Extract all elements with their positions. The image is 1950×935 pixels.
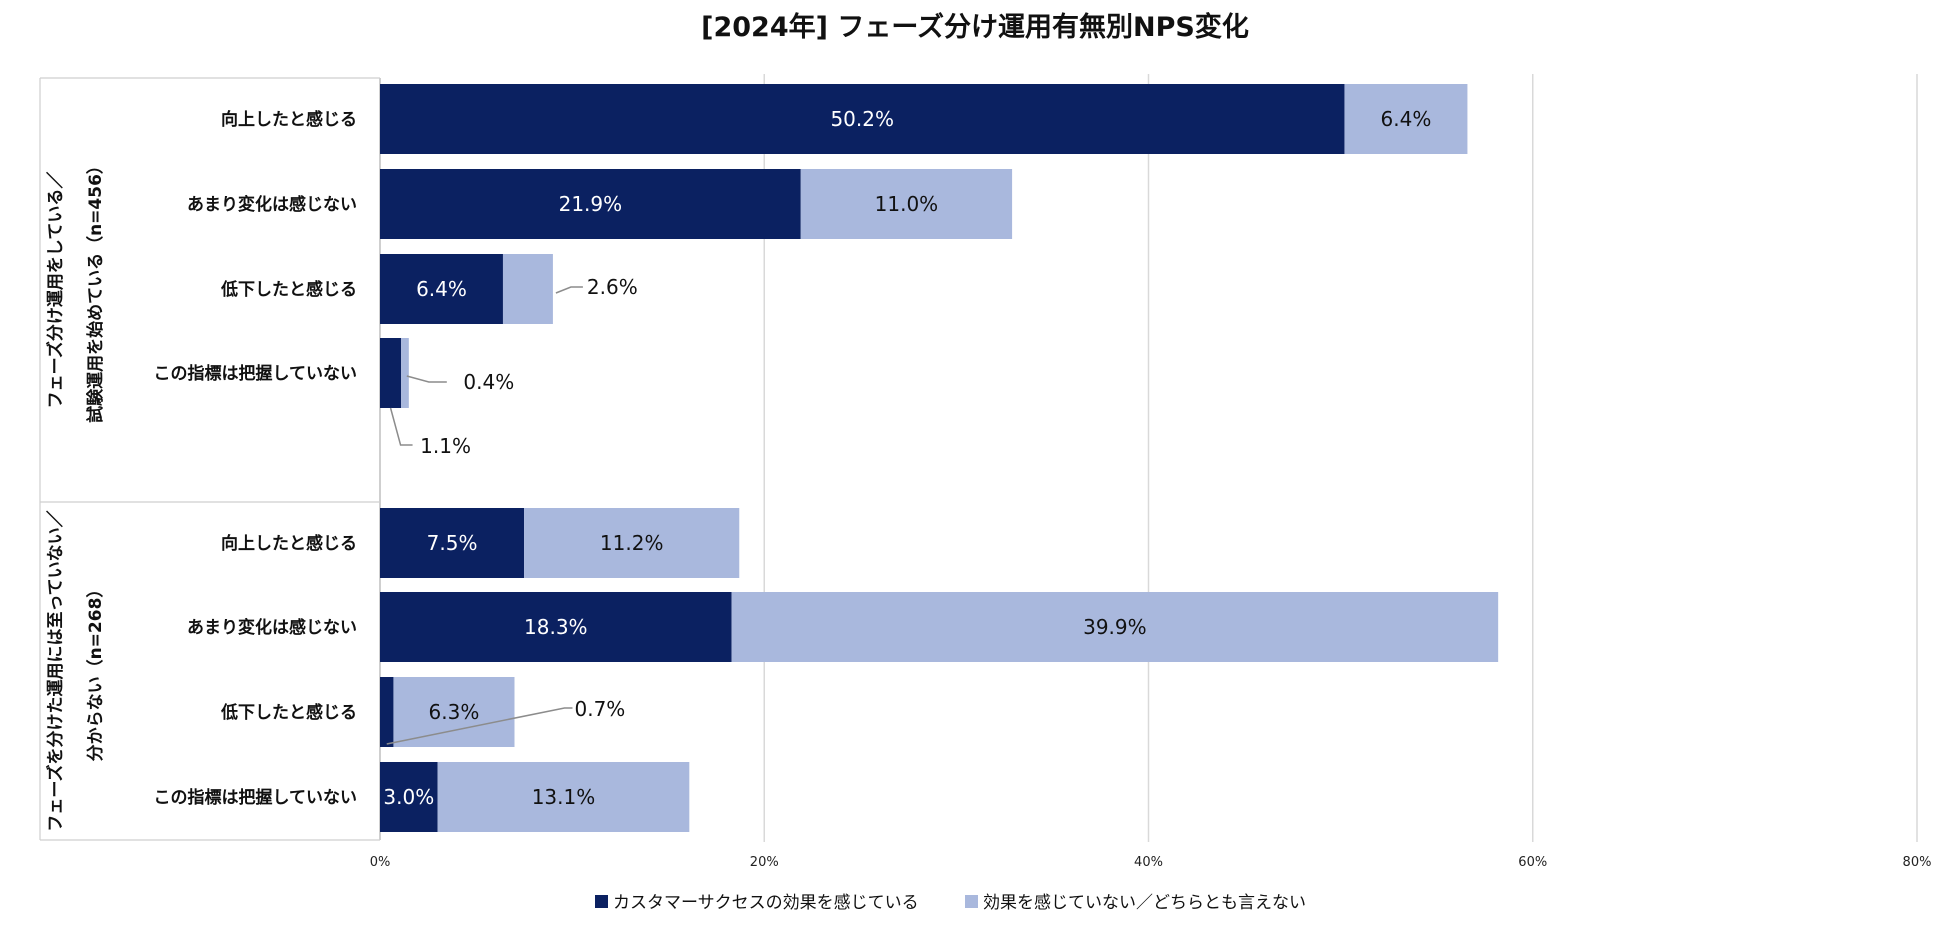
value-label-not-effective: 11.2% [600,531,664,555]
x-tick-label: 80% [1903,855,1932,870]
legend-label-0: カスタマーサクセスの効果を感じている [613,893,919,913]
bar-effective [380,762,438,832]
legend-label-1: 効果を感じていない／どちらとも言えない [983,893,1306,913]
bar-not-effective [502,254,553,324]
category-label: 向上したと感じる [221,109,357,130]
group-label-line2: 分からない（n=268） [85,581,106,762]
leader-line [386,707,573,745]
bar-not-effective [800,169,1013,239]
chart-title: [2024年] フェーズ分け運用有無別NPS変化 [701,11,1249,43]
value-label-not-effective: 0.4% [463,370,514,394]
x-tick-label: 60% [1518,855,1547,870]
value-label-effective: 18.3% [524,615,588,639]
leader-line [555,286,583,294]
value-label-not-effective: 11.0% [875,192,939,216]
category-label: あまり変化は感じない [187,194,357,215]
value-labels: 50.2% 6.4% 21.9% 11.0% 6.4% 2.6% 1.1% 0.4% 7.5% 1… [383,107,1431,809]
bar-effective [380,84,1345,154]
value-label-not-effective: 2.6% [587,275,638,299]
gridlines [763,74,1918,842]
value-label-effective: 1.1% [420,434,471,458]
leader-line [389,407,413,446]
category-label: 向上したと感じる [221,533,357,554]
value-label-not-effective: 13.1% [532,785,596,809]
x-tick-label: 0% [370,855,391,870]
value-label-effective: 7.5% [427,531,478,555]
bar-not-effective [1344,84,1468,154]
group-label-line2: 試験運用を始めている（n=456） [85,157,106,423]
legend: カスタマーサクセスの効果を感じている 効果を感じていない／どちらとも言えない [595,893,1306,913]
value-label-effective: 6.4% [416,277,467,301]
category-label: 低下したと感じる [220,279,357,300]
value-label-effective: 0.7% [574,697,625,721]
bar-effective [380,254,503,324]
category-label: この指標は把握していない [154,787,358,808]
x-tick-label: 20% [750,855,779,870]
value-label-effective: 3.0% [383,785,434,809]
group-label-line1: フェーズ分け運用をしている／ [45,172,66,409]
value-label-effective: 50.2% [830,107,894,131]
category-label: 低下したと感じる [220,702,357,723]
bar-not-effective [524,508,740,578]
bar-not-effective [393,677,515,747]
bar-effective [380,508,525,578]
category-labels: フェーズ分け運用をしている／ 試験運用を始めている（n=456）向上したと感じるあ… [45,109,357,832]
bars [380,84,1499,832]
bar-not-effective [437,762,690,832]
group-label-line1: フェーズを分けた運用には至っていない／ [45,510,66,831]
bar-not-effective [401,338,409,408]
value-label-not-effective: 39.9% [1083,615,1147,639]
leader-line [406,375,447,383]
value-label-effective: 21.9% [559,192,623,216]
x-tick-label: 40% [1134,855,1163,870]
legend-swatch-0 [595,895,608,908]
bar-not-effective [731,592,1499,662]
value-label-not-effective: 6.3% [429,700,480,724]
x-axis-ticks: 0% 20% 40% 60% 80% [370,855,1932,870]
legend-swatch-1 [965,895,978,908]
value-label-not-effective: 6.4% [1381,107,1432,131]
bar-effective [380,677,394,747]
bar-effective [380,169,801,239]
category-label: この指標は把握していない [154,363,358,384]
bar-effective [380,592,732,662]
bar-effective [380,338,402,408]
category-label: あまり変化は感じない [187,617,357,638]
